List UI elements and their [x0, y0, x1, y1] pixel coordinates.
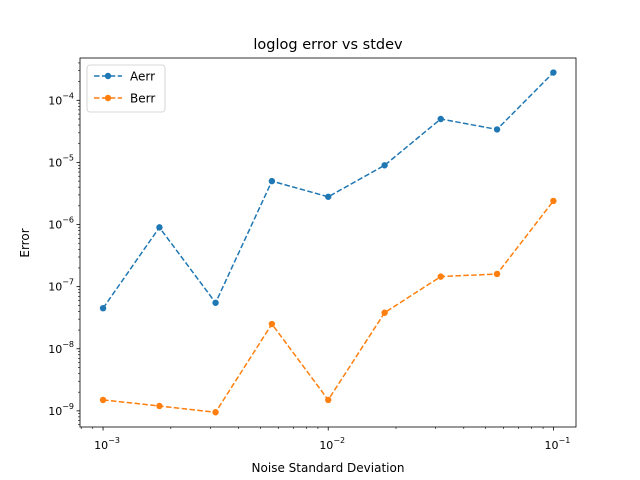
- data-point-aerr: [156, 224, 163, 231]
- series-line-aerr: [102, 71, 554, 309]
- legend: Aerr Berr: [86, 64, 166, 113]
- legend-marker-berr: [104, 94, 112, 102]
- data-point-aerr: [437, 115, 444, 123]
- x-tick-label: 10−3: [94, 436, 120, 452]
- data-point-berr: [212, 409, 219, 416]
- data-point-aerr: [550, 69, 557, 76]
- legend-label-berr: Berr: [130, 92, 155, 106]
- chart-title: loglog error vs stdev: [253, 37, 403, 53]
- legend-label-aerr: Aerr: [130, 70, 155, 84]
- data-point-berr: [268, 320, 276, 328]
- legend-marker-aerr: [104, 72, 112, 80]
- data-point-berr: [550, 197, 557, 205]
- x-axis-label: Noise Standard Deviation: [252, 461, 405, 475]
- y-tick-label: 10−4: [48, 91, 74, 107]
- x-tick-label: 10−1: [545, 436, 571, 452]
- axes-frame: [79, 57, 577, 428]
- axes: 10−3 10−2 10−1 10−9 10−8 10−7 10−6 10−5 10−4: [48, 62, 571, 452]
- y-tick-label: 10−8: [48, 340, 74, 356]
- y-axis-label: Error: [18, 228, 32, 257]
- y-tick-label: 10−5: [48, 153, 74, 169]
- data-point-aerr: [268, 177, 276, 185]
- data-point-aerr: [99, 304, 107, 312]
- y-tick-label: 10−9: [48, 402, 74, 418]
- y-tick-label: 10−7: [48, 278, 74, 294]
- data-point-berr: [381, 309, 388, 316]
- data-point-berr: [493, 270, 501, 278]
- data-point-aerr: [212, 299, 219, 306]
- data-point-berr: [156, 402, 163, 410]
- data-point-aerr: [493, 126, 501, 133]
- data-point-berr: [99, 396, 107, 404]
- data-point-aerr: [325, 193, 332, 200]
- data-point-berr: [325, 396, 332, 404]
- data-point-aerr: [381, 162, 388, 169]
- y-tick-label: 10−6: [48, 216, 74, 232]
- plot-area: [99, 69, 557, 416]
- x-tick-label: 10−2: [319, 436, 345, 452]
- data-point-berr: [437, 273, 444, 280]
